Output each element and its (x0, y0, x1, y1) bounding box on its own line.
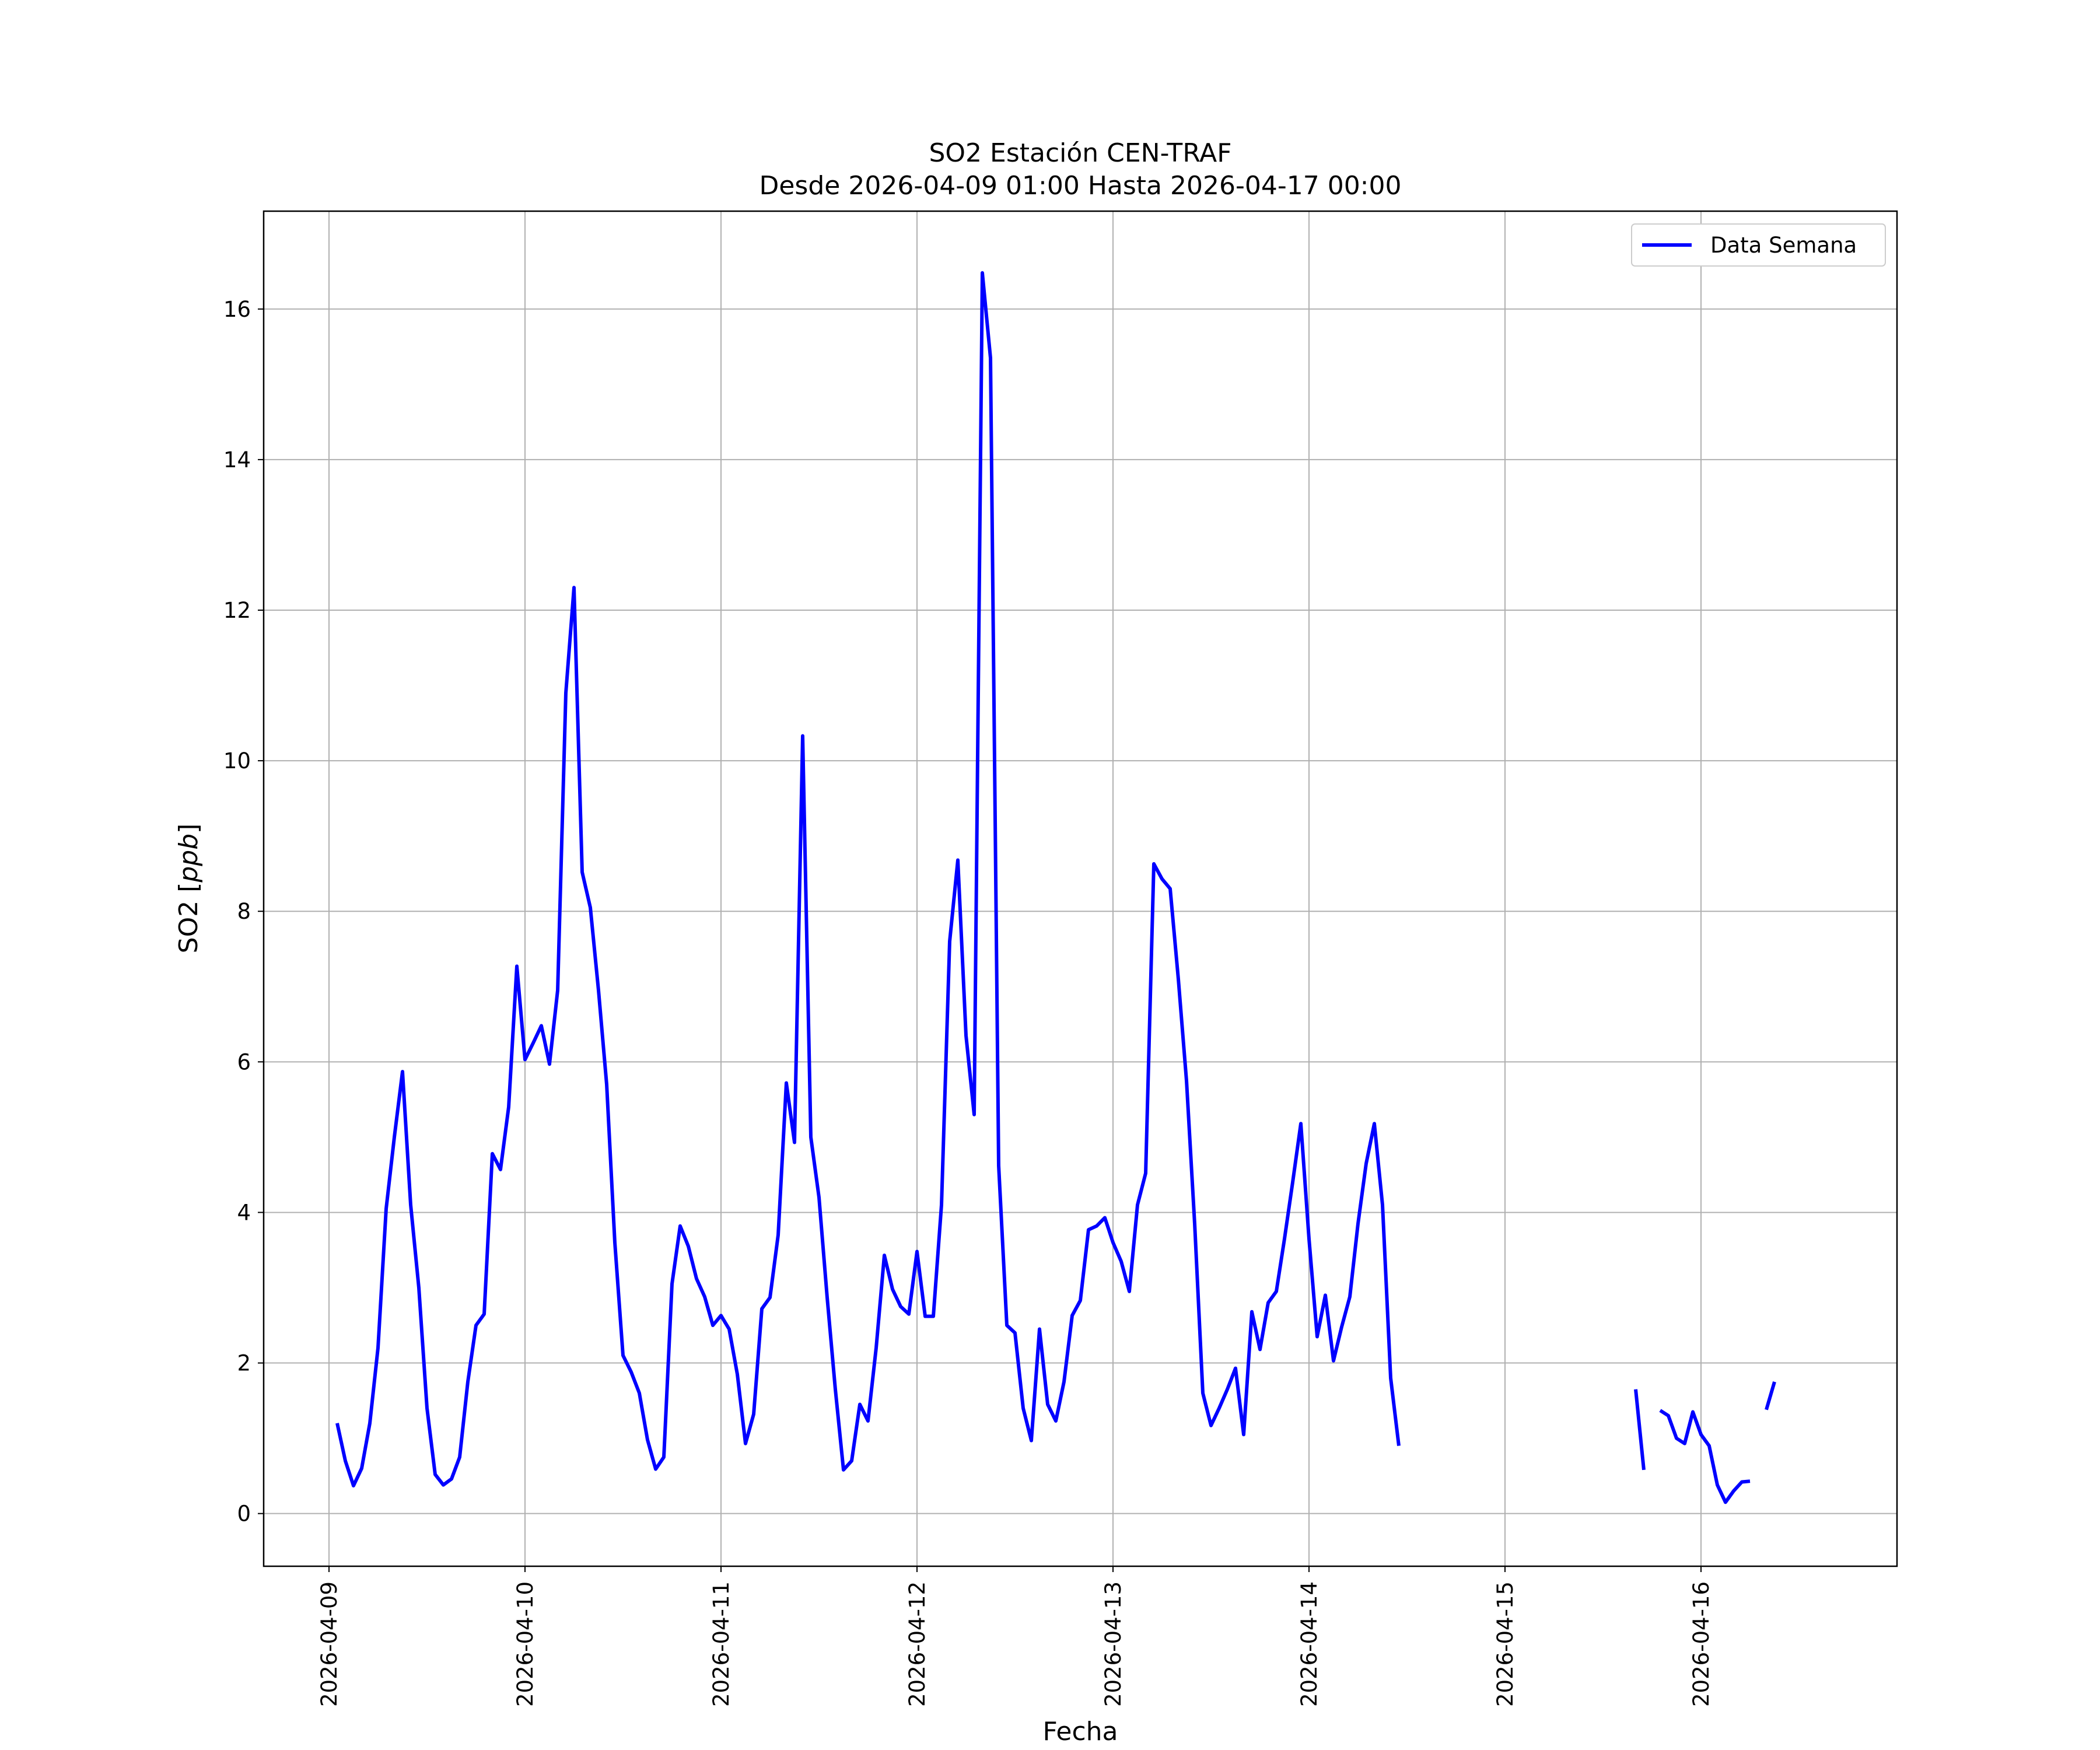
y-tick-label: 14 (223, 447, 251, 473)
x-tick-label: 2026-04-10 (513, 1581, 538, 1707)
series-line-segment (1634, 1389, 1646, 1471)
x-tick-label: 2026-04-09 (317, 1581, 342, 1707)
series-line-segment (1659, 1409, 1751, 1504)
plot-frame (262, 210, 1898, 1567)
series-lines (335, 271, 1776, 1504)
y-tick-label: 16 (223, 297, 251, 322)
y-tick-label: 8 (237, 899, 251, 924)
x-tick-label: 2026-04-16 (1689, 1581, 1714, 1707)
x-axis-label: Fecha (1042, 1717, 1118, 1746)
y-tick-label: 6 (237, 1049, 251, 1074)
y-tick-label: 4 (237, 1200, 251, 1225)
y-tick-label: 2 (237, 1351, 251, 1376)
x-tick-label: 2026-04-14 (1297, 1581, 1322, 1707)
legend-label: Data Semana (1710, 233, 1857, 258)
series-line-segment (1765, 1381, 1776, 1410)
x-tick-label: 2026-04-13 (1101, 1581, 1126, 1707)
x-tick-label: 2026-04-15 (1493, 1581, 1518, 1707)
y-axis-ticks: 0 2 4 6 8 10 12 14 16 (223, 297, 264, 1527)
grid (264, 211, 1897, 1566)
chart-subtitle: Desde 2026-04-09 01:00 Hasta 2026-04-17 … (759, 171, 1401, 201)
y-tick-label: 12 (223, 598, 251, 623)
x-tick-label: 2026-04-12 (905, 1581, 930, 1707)
y-tick-label: 0 (237, 1502, 251, 1527)
legend: Data Semana (1631, 223, 1886, 267)
chart-title: SO2 Estación CEN-TRAF (929, 138, 1231, 168)
x-tick-label: 2026-04-11 (709, 1581, 734, 1707)
x-axis-ticks: 2026-04-09 2026-04-10 2026-04-11 2026-04-12… (317, 1566, 1714, 1707)
y-tick-label: 10 (223, 748, 251, 774)
y-axis-label: SO2 [ppb] (174, 824, 204, 954)
series-line-segment (335, 271, 1401, 1488)
legend-box (1631, 223, 1886, 267)
